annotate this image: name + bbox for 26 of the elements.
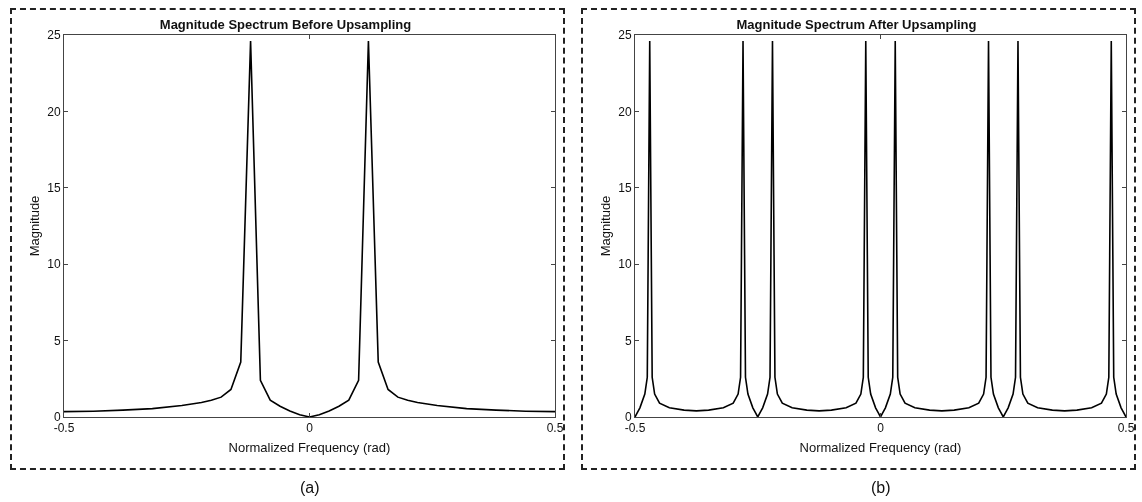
y-tick-label: 15: [47, 181, 61, 195]
chart-title: Magnitude Spectrum Before Upsampling: [159, 16, 412, 32]
x-tick-label: -0.5: [624, 421, 646, 436]
y-tick-label: 20: [47, 104, 61, 119]
line-series: [635, 40, 1126, 417]
x-tick-label: 0.5: [1117, 421, 1135, 436]
x-tick-label: -0.5: [53, 421, 75, 436]
y-tick-label: 10: [618, 257, 632, 272]
x-axis-title: Normalized Frequency (rad): [228, 440, 391, 455]
line-series: [64, 40, 555, 417]
x-tick-label: 0: [877, 421, 885, 436]
y-axis-title: Magnitude: [598, 195, 614, 257]
chart-title: Magnitude Spectrum After Upsampling: [736, 16, 977, 32]
y-tick-label: 20: [618, 104, 632, 119]
y-tick-label: 5: [53, 333, 61, 348]
y-axis-title: Magnitude: [27, 195, 43, 257]
text: (b): [871, 479, 891, 496]
x-tick-label: 0: [306, 421, 314, 436]
x-tick-label: 0.5: [546, 421, 564, 436]
y-tick-label: 25: [47, 28, 61, 43]
text: (a): [300, 479, 320, 496]
y-tick-label: 10: [47, 257, 61, 272]
y-tick-label: 15: [618, 181, 632, 195]
x-axis-title: Normalized Frequency (rad): [799, 440, 962, 455]
y-tick-label: 25: [618, 28, 632, 43]
y-tick-label: 5: [624, 333, 632, 348]
